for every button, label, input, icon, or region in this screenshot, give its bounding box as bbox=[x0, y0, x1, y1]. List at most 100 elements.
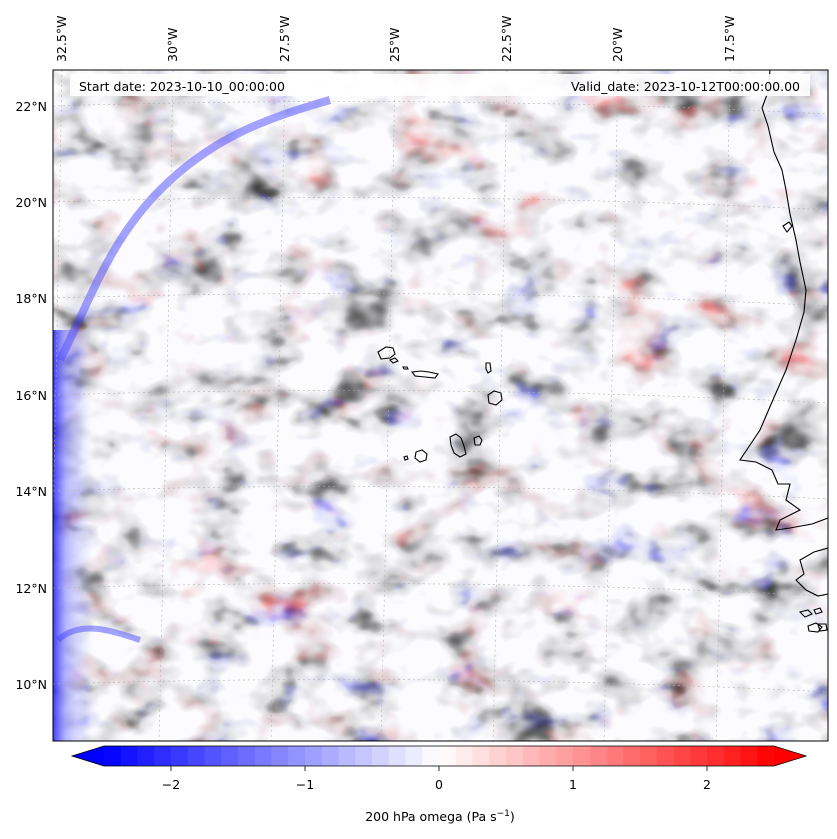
latitude-label: 18°N bbox=[15, 291, 47, 306]
colorbar-bin bbox=[489, 746, 507, 766]
colorbar: −2 −1 0 1 2 200 hPa omega (Pa s−1) bbox=[70, 745, 808, 824]
cape-verde-islands bbox=[377, 346, 503, 463]
island-fogo bbox=[414, 449, 428, 463]
colorbar-bin bbox=[556, 746, 574, 766]
island-santo-antao bbox=[377, 346, 396, 360]
colorbar-bins bbox=[104, 746, 775, 766]
colorbar-bin bbox=[757, 746, 775, 766]
latitude-label: 20°N bbox=[15, 195, 47, 210]
western-arc-feature bbox=[56, 96, 332, 362]
latitude-label: 22°N bbox=[15, 99, 47, 114]
colorbar-bin bbox=[506, 746, 524, 766]
island-santa-luzia bbox=[402, 366, 409, 370]
colorbar-bin bbox=[472, 746, 490, 766]
latitude-labels: 22°N 20°N 18°N 16°N 14°N 12°N 10°N bbox=[15, 99, 47, 692]
colorbar-bin bbox=[640, 746, 658, 766]
map-panel bbox=[53, 70, 828, 741]
longitude-label: 22.5°W bbox=[499, 16, 514, 62]
colorbar-tick-label: 2 bbox=[703, 777, 711, 792]
colorbar-bin bbox=[522, 746, 540, 766]
colorbar-bin bbox=[305, 746, 323, 766]
western-arc-feature-2 bbox=[55, 625, 141, 643]
meridian-gridline bbox=[603, 70, 619, 741]
island-boa-vista bbox=[487, 390, 503, 406]
longitude-label: 27.5°W bbox=[277, 16, 292, 62]
colorbar-bin bbox=[455, 746, 473, 766]
latitude-label: 10°N bbox=[15, 677, 47, 692]
colorbar-bin bbox=[573, 746, 591, 766]
latitude-label: 16°N bbox=[15, 388, 47, 403]
map-frame bbox=[52, 69, 829, 742]
colorbar-bin bbox=[723, 746, 741, 766]
colorbar-bin bbox=[372, 746, 390, 766]
meridian-gridline bbox=[270, 70, 286, 741]
longitude-label: 17.5°W bbox=[722, 16, 737, 62]
colorbar-tick-label: 0 bbox=[435, 777, 443, 792]
colorbar-bin bbox=[338, 746, 356, 766]
colorbar-bin bbox=[154, 746, 172, 766]
colorbar-bin bbox=[690, 746, 708, 766]
island-maio bbox=[473, 435, 483, 446]
colorbar-bin bbox=[187, 746, 205, 766]
meridian-gridline bbox=[715, 70, 731, 741]
longitude-label: 25°W bbox=[387, 27, 402, 62]
meridian-gridline bbox=[158, 70, 174, 741]
valid-date-label: Valid_date: 2023-10-12T00:00:00.00 bbox=[571, 79, 800, 94]
colorbar-bin bbox=[707, 746, 725, 766]
meridian-gridline bbox=[492, 70, 508, 741]
longitude-label: 32.5°W bbox=[54, 16, 69, 62]
colorbar-bin bbox=[656, 746, 674, 766]
island-bioko-coast bbox=[782, 221, 793, 233]
colorbar-bin bbox=[238, 746, 256, 766]
colorbar-bin bbox=[104, 746, 122, 766]
island-sao-nicolau bbox=[410, 370, 439, 379]
colorbar-bin bbox=[606, 746, 624, 766]
parallel-gridline bbox=[53, 197, 828, 211]
island-brava bbox=[403, 455, 409, 461]
latitude-label: 12°N bbox=[15, 581, 47, 596]
colorbar-extend-high bbox=[774, 746, 806, 766]
latitude-label: 14°N bbox=[15, 484, 47, 499]
parallel-gridline bbox=[53, 101, 828, 115]
parallel-gridline bbox=[53, 486, 828, 500]
meridian-gridline bbox=[380, 70, 396, 741]
colorbar-bin bbox=[539, 746, 557, 766]
colorbar-bin bbox=[673, 746, 691, 766]
colorbar-bin bbox=[288, 746, 306, 766]
info-banner-background bbox=[70, 74, 810, 96]
african-coastline bbox=[739, 70, 828, 531]
colorbar-bin bbox=[422, 746, 440, 766]
colorbar-bin bbox=[623, 746, 641, 766]
colorbar-bin bbox=[321, 746, 339, 766]
coastline-southern-segment bbox=[795, 547, 828, 597]
colorbar-tick-label: −1 bbox=[296, 777, 314, 792]
island-sal bbox=[485, 362, 492, 374]
colorbar-extend-low bbox=[72, 746, 104, 766]
colorbar-bin bbox=[405, 746, 423, 766]
colorbar-bin bbox=[171, 746, 189, 766]
colorbar-bin bbox=[137, 746, 155, 766]
parallel-gridline bbox=[53, 293, 828, 307]
parallel-gridline bbox=[53, 390, 828, 404]
colorbar-bin bbox=[271, 746, 289, 766]
longitude-labels: 32.5°W 30°W 27.5°W 25°W 22.5°W 20°W 17.5°W bbox=[54, 16, 737, 62]
coastline-bijagos-islands bbox=[798, 607, 828, 633]
colorbar-bin bbox=[589, 746, 607, 766]
colorbar-bin bbox=[221, 746, 239, 766]
colorbar-tick-label: 1 bbox=[569, 777, 577, 792]
island-sao-vicente bbox=[389, 357, 399, 364]
colorbar-label: 200 hPa omega (Pa s−1) bbox=[365, 809, 515, 824]
colorbar-ticks: −2 −1 0 1 2 bbox=[162, 766, 711, 792]
colorbar-label-text: 200 hPa omega (Pa s bbox=[365, 809, 496, 824]
longitude-label: 20°W bbox=[610, 27, 625, 62]
start-date-label: Start date: 2023-10-10_00:00:00 bbox=[79, 79, 285, 94]
colorbar-outline bbox=[70, 745, 808, 767]
parallel-gridline bbox=[53, 679, 828, 693]
parallel-gridline bbox=[53, 583, 828, 597]
colorbar-bin bbox=[355, 746, 373, 766]
colorbar-bin bbox=[254, 746, 272, 766]
colorbar-bin bbox=[439, 746, 457, 766]
colorbar-bin bbox=[388, 746, 406, 766]
colorbar-bin bbox=[740, 746, 758, 766]
